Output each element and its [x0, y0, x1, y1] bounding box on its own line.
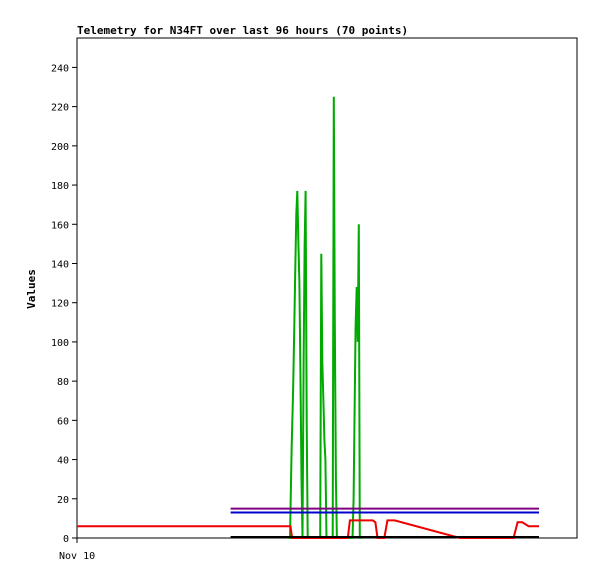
y-tick-label: 240 [51, 63, 69, 74]
x-tick-label: Nov 10 [59, 551, 95, 562]
y-tick-label: 0 [63, 534, 69, 545]
x-axis-ticks: Nov 10 [59, 538, 95, 562]
y-tick-label: 100 [51, 338, 69, 349]
y-tick-label: 180 [51, 181, 69, 192]
y-tick-label: 80 [57, 377, 69, 388]
y-tick-label: 200 [51, 142, 69, 153]
y-tick-label: 60 [57, 416, 69, 427]
y-axis-ticks: 0 20 40 60 80 100 120 140 160 180 200 220 240 [51, 63, 77, 545]
y-axis-label: Values [25, 269, 38, 309]
y-tick-label: 20 [57, 495, 69, 506]
y-tick-label: 40 [57, 456, 69, 467]
plot-area [76, 37, 578, 539]
chart-title: Telemetry for N34FT over last 96 hours (… [77, 24, 408, 37]
y-tick-label: 140 [51, 259, 69, 270]
y-tick-label: 220 [51, 103, 69, 114]
series-layer [77, 96, 539, 539]
y-tick-label: 160 [51, 220, 69, 231]
y-tick-label: 120 [51, 299, 69, 310]
